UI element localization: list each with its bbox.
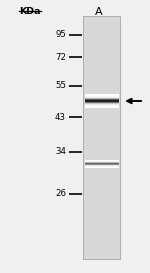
Text: A: A bbox=[95, 7, 103, 17]
Text: KDa: KDa bbox=[19, 7, 41, 16]
Text: 34: 34 bbox=[55, 147, 66, 156]
Text: 95: 95 bbox=[55, 31, 66, 39]
Bar bbox=[83, 16, 120, 259]
Text: 72: 72 bbox=[55, 53, 66, 62]
Text: 55: 55 bbox=[55, 82, 66, 90]
Text: 26: 26 bbox=[55, 189, 66, 198]
Text: 43: 43 bbox=[55, 113, 66, 122]
